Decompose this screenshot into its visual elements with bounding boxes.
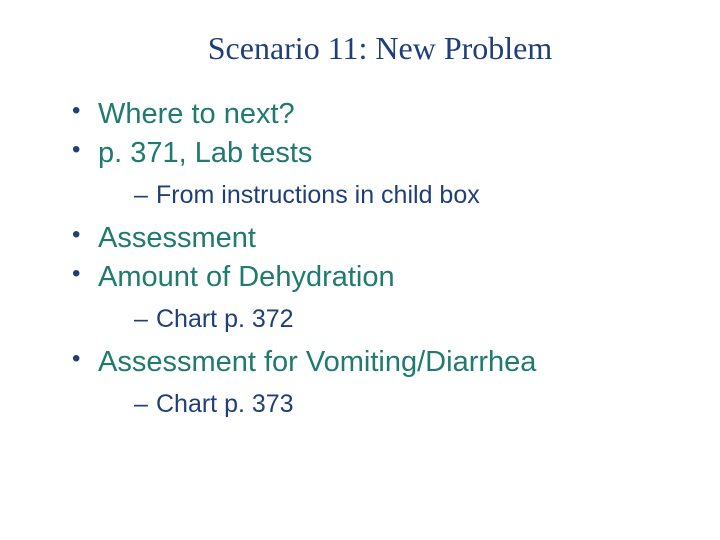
bullet-text: Assessment for Vomiting/Diarrhea	[98, 346, 536, 378]
sub-text: Chart p. 372	[156, 305, 294, 333]
sub-item: Chart p. 373	[134, 386, 670, 424]
bullet-text: Amount of Dehydration	[98, 261, 395, 293]
sub-item: From instructions in child box	[134, 177, 670, 215]
sub-item: Chart p. 372	[134, 301, 670, 339]
sub-list: Chart p. 373	[98, 386, 670, 424]
sub-list: Chart p. 372	[98, 301, 670, 339]
bullet-text: Where to next?	[98, 98, 295, 130]
slide-title: Scenario 11: New Problem	[90, 30, 670, 67]
sub-text: Chart p. 373	[156, 390, 294, 418]
bullet-item: Assessment for Vomiting/Diarrhea Chart p…	[70, 343, 670, 424]
bullet-text: Assessment	[98, 222, 256, 254]
sub-list: From instructions in child box	[98, 177, 670, 215]
sub-text: From instructions in child box	[156, 181, 480, 209]
bullet-item: Where to next?	[70, 95, 670, 134]
bullet-item: p. 371, Lab tests From instructions in c…	[70, 134, 670, 215]
bullet-list: Where to next? p. 371, Lab tests From in…	[50, 95, 670, 423]
bullet-item: Amount of Dehydration Chart p. 372	[70, 258, 670, 339]
bullet-item: Assessment	[70, 219, 670, 258]
bullet-text: p. 371, Lab tests	[98, 137, 312, 169]
